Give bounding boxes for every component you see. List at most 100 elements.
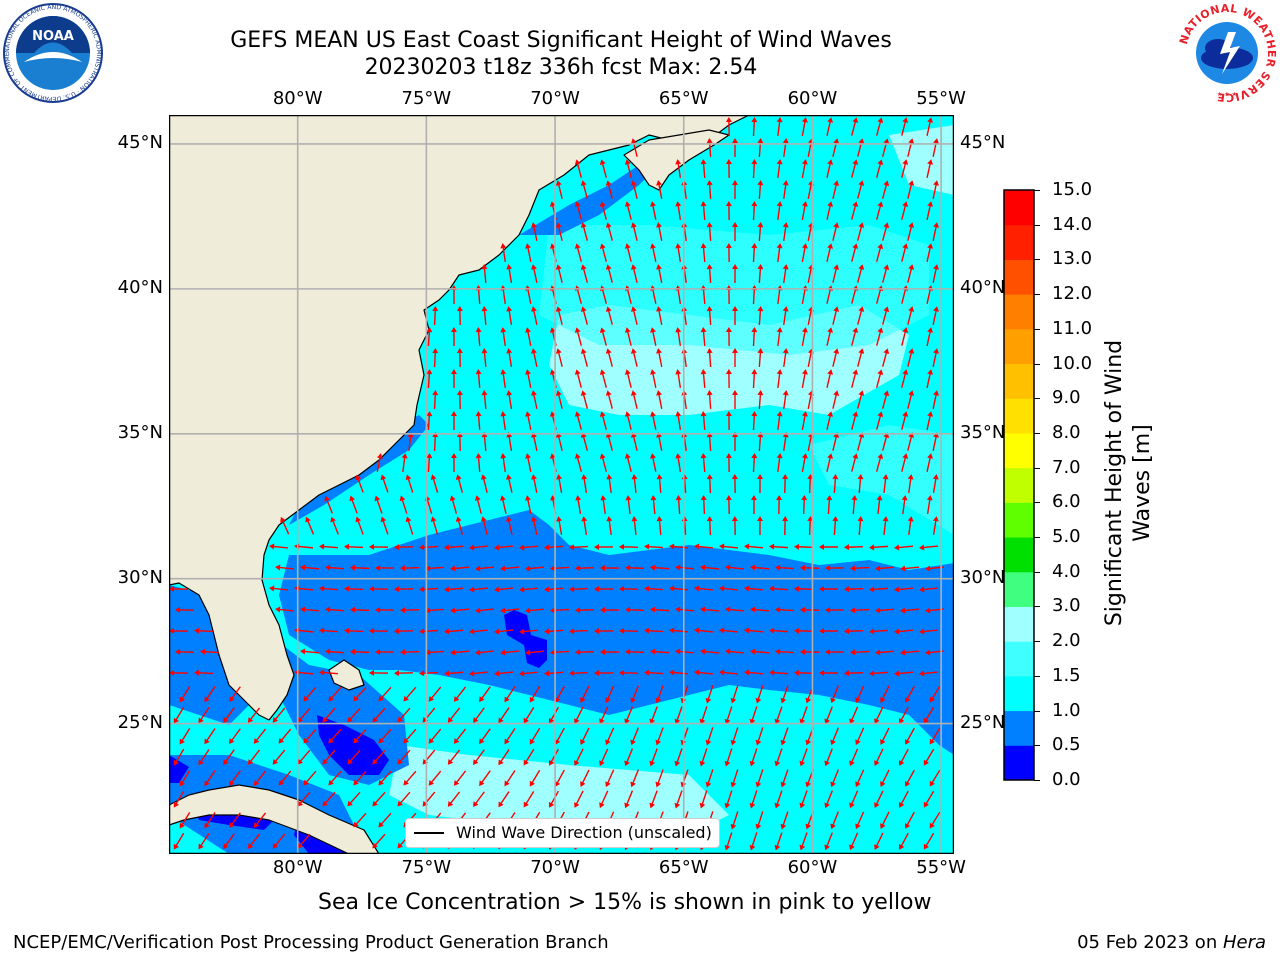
wave-direction-arrow (801, 117, 808, 136)
wave-direction-arrow (599, 159, 607, 178)
wave-direction-arrow (857, 348, 865, 367)
wave-direction-arrow (605, 390, 613, 409)
wave-direction-arrow (656, 264, 663, 283)
wave-direction-arrow (719, 627, 739, 634)
wave-direction-arrow (403, 728, 417, 744)
wave-direction-arrow (874, 706, 884, 725)
wave-direction-arrow (247, 707, 261, 723)
wave-direction-arrow (825, 607, 845, 614)
wave-direction-arrow (531, 222, 538, 241)
wave-direction-arrow (599, 369, 607, 388)
wave-direction-arrow (832, 348, 840, 367)
wave-direction-arrow (929, 727, 941, 745)
wave-direction-arrow (724, 790, 733, 809)
wave-height-0_5-1m-region (279, 510, 954, 755)
wave-direction-arrow (179, 685, 191, 703)
wave-direction-arrow (430, 516, 439, 535)
wave-direction-arrow (799, 790, 808, 809)
colorbar-tick-mark (1034, 363, 1040, 365)
wave-direction-arrow (725, 117, 732, 137)
wave-direction-arrow (369, 669, 389, 676)
wave-direction-arrow (882, 390, 890, 409)
wave-direction-arrow (378, 812, 392, 828)
wave-direction-arrow (473, 707, 485, 724)
wave-direction-arrow (606, 474, 613, 494)
wave-direction-arrow (880, 685, 890, 703)
wave-direction-arrow (757, 348, 764, 368)
lat-tick-label: 35°N (117, 421, 163, 443)
wave-direction-arrow (706, 180, 713, 200)
colorbar-tick-mark (1034, 432, 1040, 434)
land-masses (169, 115, 750, 854)
lat-tick-label: 35°N (960, 421, 1006, 443)
wave-direction-arrow (204, 812, 216, 829)
wave-direction-arrow (706, 348, 713, 368)
wave-direction-arrow (857, 474, 864, 494)
wave-direction-arrow (732, 306, 739, 326)
wave-direction-arrow (600, 495, 607, 515)
wave-direction-arrow (824, 832, 833, 851)
colorbar-tick-label: 11.0 (1052, 317, 1093, 339)
wave-direction-arrow (253, 812, 267, 828)
wave-direction-arrow (297, 833, 311, 849)
wave-direction-arrow (375, 606, 395, 613)
wave-direction-arrow (700, 453, 707, 473)
wave-direction-arrow (876, 495, 883, 515)
wave-direction-arrow (529, 685, 541, 703)
wave-direction-arrow (776, 327, 783, 347)
wave-direction-arrow (519, 544, 539, 551)
wave-direction-arrow (453, 686, 467, 702)
wave-direction-arrow (450, 649, 470, 656)
wave-direction-arrow (525, 411, 532, 430)
colorbar-tick-label: 8.0 (1052, 421, 1081, 443)
colorbar-segment (1004, 571, 1034, 607)
wave-direction-arrow (605, 348, 613, 367)
wave-direction-arrow (780, 811, 789, 830)
wave-direction-arrow (525, 327, 532, 346)
wave-direction-arrow (194, 669, 214, 676)
wave-direction-arrow (780, 685, 789, 704)
wave-direction-arrow (751, 327, 758, 347)
wave-direction-arrow (580, 306, 588, 325)
wave-direction-arrow (669, 669, 689, 676)
wave-direction-arrow (832, 390, 840, 409)
wave-direction-arrow (869, 586, 889, 593)
wave-direction-arrow (706, 432, 713, 452)
colorbar-tick-mark (1034, 467, 1040, 469)
colorbar (1003, 189, 1035, 781)
wave-direction-arrow (700, 159, 707, 179)
wave-direction-arrow (851, 453, 859, 472)
colorbar-tick-mark (1034, 641, 1040, 643)
wave-direction-arrow (849, 748, 859, 767)
wave-direction-arrow (923, 832, 935, 850)
wave-direction-arrow (857, 516, 864, 536)
wave-direction-arrow (594, 586, 614, 593)
wave-direction-arrow (731, 516, 738, 536)
wave-direction-arrow (776, 495, 783, 515)
wave-direction-arrow (725, 327, 732, 347)
wave-direction-arrow (574, 369, 582, 388)
colorbar-segment (1004, 294, 1034, 330)
lon-tick-label: 65°W (658, 857, 709, 878)
wave-direction-arrow (600, 648, 620, 655)
wave-direction-arrow (328, 728, 342, 744)
wave-direction-arrow (179, 769, 191, 787)
lat-tick-label: 25°N (117, 711, 163, 733)
wave-direction-arrow (372, 707, 386, 723)
wave-direction-arrow (932, 348, 939, 367)
wave-direction-arrow (725, 411, 732, 431)
wave-direction-arrow (675, 243, 682, 263)
wave-direction-arrow (919, 544, 939, 551)
wave-direction-arrow (882, 348, 890, 367)
wave-direction-arrow (630, 390, 638, 409)
wave-direction-arrow (432, 306, 439, 326)
wave-direction-arrow (826, 201, 834, 220)
wave-direction-arrow (907, 306, 915, 325)
wave-direction-arrow (725, 201, 732, 221)
wave-direction-arrow (832, 264, 840, 283)
wave-direction-arrow (599, 201, 607, 220)
wave-direction-arrow (506, 432, 513, 451)
wave-direction-arrow (923, 706, 935, 724)
wave-direction-arrow (700, 564, 720, 571)
wave-direction-arrow (782, 474, 789, 494)
